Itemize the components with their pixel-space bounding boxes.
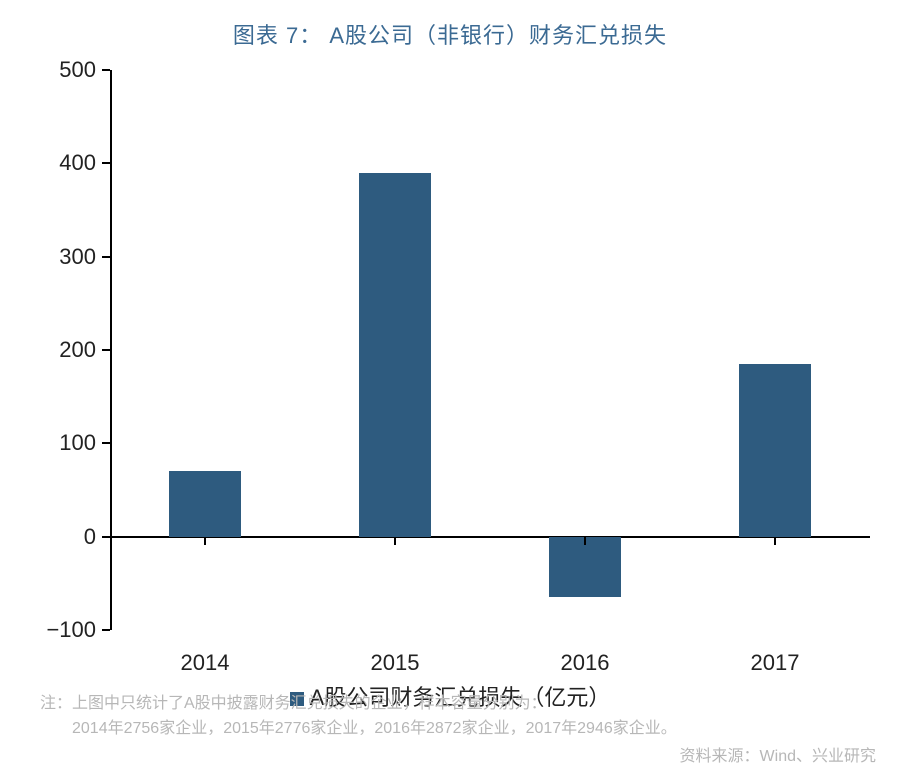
- bar: [359, 173, 431, 537]
- y-tick-label: 400: [59, 150, 96, 176]
- y-tick: [102, 69, 110, 71]
- footnote: 注：上图中只统计了A股中披露财务汇兑损失的企业，样本容量分别为： 2014年27…: [40, 691, 677, 742]
- footnote-line1: 注：上图中只统计了A股中披露财务汇兑损失的企业，样本容量分别为：: [40, 691, 677, 717]
- source-label: 资料来源：Wind、兴业研究: [680, 742, 876, 766]
- y-tick: [102, 536, 110, 538]
- y-tick-label: 300: [59, 244, 96, 270]
- bar: [549, 537, 621, 598]
- y-tick: [102, 349, 110, 351]
- y-tick: [102, 162, 110, 164]
- y-tick-label: 200: [59, 337, 96, 363]
- y-tick-label: 0: [84, 524, 96, 550]
- chart-container: 图表 7： A股公司（非银行）财务汇兑损失 −10001002003004005…: [0, 0, 900, 780]
- bar: [169, 471, 241, 536]
- x-tick: [394, 537, 396, 545]
- x-tick: [774, 537, 776, 545]
- bar: [739, 364, 811, 537]
- y-tick: [102, 256, 110, 258]
- x-tick-label: 2016: [561, 650, 610, 676]
- x-tick-label: 2017: [751, 650, 800, 676]
- x-tick: [204, 537, 206, 545]
- y-tick-label: 100: [59, 430, 96, 456]
- y-tick: [102, 442, 110, 444]
- y-tick-label: −100: [46, 617, 96, 643]
- chart-plot-area: −10001002003004005002014201520162017: [110, 70, 870, 630]
- y-tick: [102, 629, 110, 631]
- y-axis: [110, 70, 112, 630]
- x-tick: [584, 537, 586, 545]
- y-tick-label: 500: [59, 57, 96, 83]
- footnote-line2: 2014年2756家企业，2015年2776家企业，2016年2872家企业，2…: [40, 716, 677, 742]
- x-tick-label: 2014: [181, 650, 230, 676]
- chart-title: 图表 7： A股公司（非银行）财务汇兑损失: [0, 0, 900, 50]
- x-tick-label: 2015: [371, 650, 420, 676]
